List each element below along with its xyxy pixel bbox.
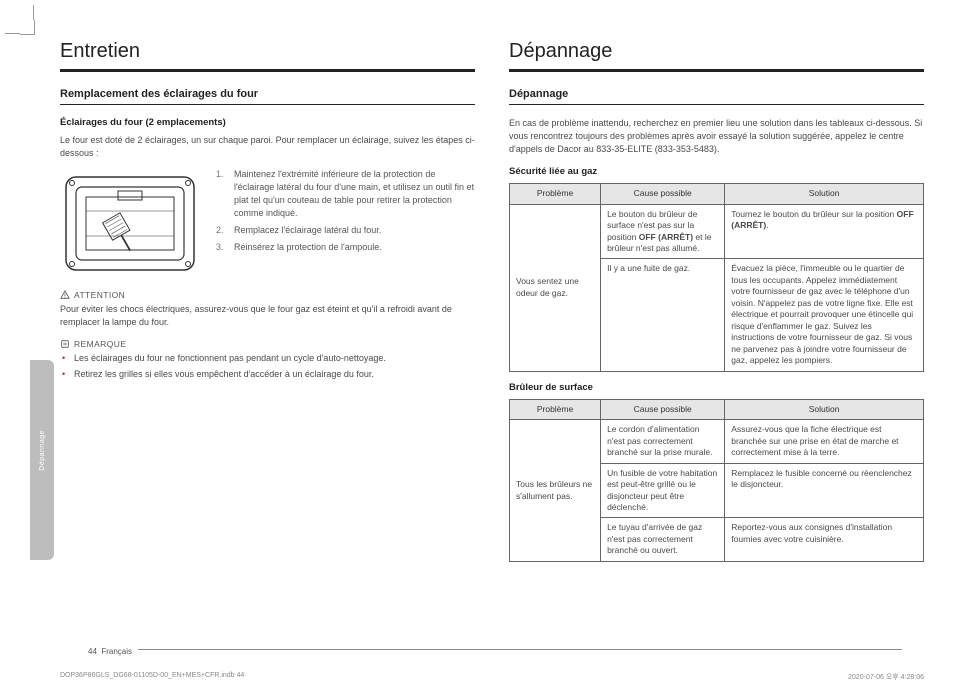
th-solution: Solution [725,184,924,204]
step-2: Remplacez l'éclairage latéral du four. [216,224,475,237]
footer-rule [88,649,902,650]
steps-list: Maintenez l'extrémité inférieure de la p… [216,168,475,278]
heading-depannage: Dépannage [509,40,924,72]
sidebar-label: Dépannage [39,430,46,471]
note-label: REMARQUE [74,339,126,349]
t2-r1-cause: Le cordon d'alimentation n'est pas corre… [601,420,725,463]
crop-mark [20,20,35,35]
th-problem: Problème [510,184,601,204]
warning-icon [60,290,70,300]
attention-text: Pour éviter les chocs électriques, assur… [60,303,475,329]
th2-cause: Cause possible [601,399,725,419]
sidebar-tab: Dépannage [30,360,54,560]
sub-two-locations: Éclairages du four (2 emplacements) [60,117,475,128]
imprint-stamp: 2020-07-06 오후 4:28:06 [848,672,924,682]
table-surface-burner: Problème Cause possible Solution Tous le… [509,399,924,562]
note-callout: REMARQUE Les éclairages du four ne fonct… [60,339,475,381]
note-2: Retirez les grilles si elles vous empêch… [74,368,475,381]
step-3: Réinsérez la protection de l'ampoule. [216,241,475,254]
t2-r2-cause: Un fusible de votre habitation est peut-… [601,463,725,518]
t1-problem: Vous sentez une odeur de gaz. [510,204,601,371]
note-1: Les éclairages du four ne fonctionnent p… [74,352,475,365]
t2-r1-sol: Assurez-vous que la fiche électrique est… [725,420,924,463]
table2-title: Brûleur de surface [509,382,924,393]
page-content: Entretien Remplacement des éclairages du… [60,40,924,652]
t1-r1-cause: Le bouton du brûleur de surface n'est pa… [601,204,725,259]
intro-text: Le four est doté de 2 éclairages, un sur… [60,134,475,160]
t2-r3-sol: Reportez-vous aux consignes d'installati… [725,518,924,561]
note-icon [60,339,70,349]
th2-problem: Problème [510,399,601,419]
imprint: DOP36P86GLS_DG68-01105D-00_EN+MES+CFR.in… [60,672,924,682]
col-depannage: Dépannage Dépannage En cas de problème i… [509,40,924,652]
col-entretien: Entretien Remplacement des éclairages du… [60,40,475,652]
page-number: 44 Français [88,647,138,656]
imprint-file: DOP36P86GLS_DG68-01105D-00_EN+MES+CFR.in… [60,672,244,682]
t1-r1-sol: Tournez le bouton du brûleur sur la posi… [725,204,924,259]
oven-illustration [60,168,200,278]
table1-title: Sécurité liée au gaz [509,166,924,177]
th-cause: Cause possible [601,184,725,204]
heading-entretien: Entretien [60,40,475,72]
t1-r2-cause: Il y a une fuite de gaz. [601,259,725,371]
t2-problem: Tous les brûleurs ne s'allument pas. [510,420,601,562]
table-gas-safety: Problème Cause possible Solution Vous se… [509,183,924,372]
depannage-intro: En cas de problème inattendu, recherchez… [509,117,924,156]
t2-r3-cause: Le tuyau d'arrivée de gaz n'est pas corr… [601,518,725,561]
section-replacement: Remplacement des éclairages du four [60,88,475,105]
attention-label: ATTENTION [74,290,125,300]
th2-solution: Solution [725,399,924,419]
t1-r2-sol: Évacuez la pièce, l'immeuble ou le quart… [725,259,924,371]
attention-callout: ATTENTION Pour éviter les chocs électriq… [60,290,475,329]
step-1: Maintenez l'extrémité inférieure de la p… [216,168,475,220]
section-depannage: Dépannage [509,88,924,105]
t2-r2-sol: Remplacez le fusible concerné ou réencle… [725,463,924,518]
